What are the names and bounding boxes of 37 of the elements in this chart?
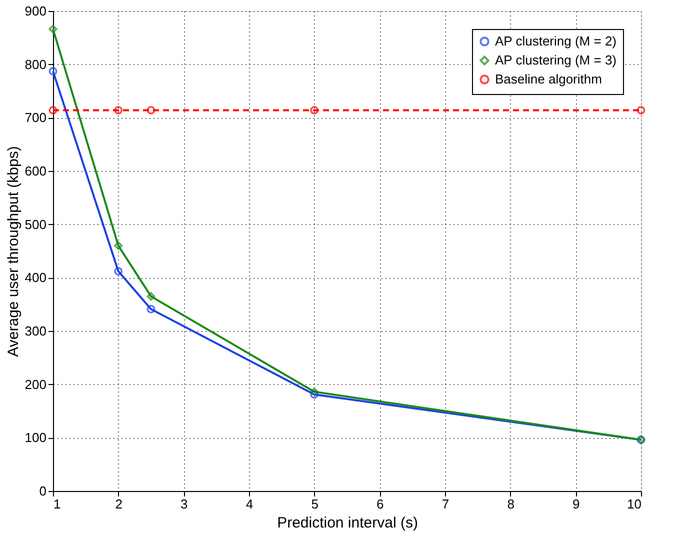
point: [636, 106, 646, 114]
y-tick-label: 900: [24, 4, 46, 18]
x-tick-label: 6: [376, 496, 384, 512]
x-tick-label: 8: [507, 496, 514, 512]
x-tick-label: 10: [627, 496, 642, 512]
x-tick-label: 3: [180, 496, 188, 512]
y-tick-label: 700: [24, 110, 46, 126]
y-tick-label: 800: [24, 56, 46, 72]
y-tick-label: 300: [24, 324, 46, 338]
legend-label: AP clustering (M = 3): [495, 52, 617, 68]
legend-label: Baseline algorithm: [495, 72, 602, 86]
point: [114, 106, 123, 114]
y-tick-label: 100: [24, 430, 46, 446]
y-tick-label: 600: [24, 164, 46, 178]
point: [146, 292, 156, 301]
x-tick-label: 1: [54, 496, 61, 512]
point: [310, 390, 319, 399]
y-axis-title: Average user throughput (kbps): [4, 146, 22, 357]
legend-label: AP clustering (M = 2): [495, 34, 617, 48]
x-tick-label: 7: [442, 496, 450, 512]
x-tick-label: 2: [115, 496, 122, 512]
point: [146, 304, 156, 314]
y-tick-label: 200: [24, 376, 46, 392]
y-tick-label: 500: [24, 216, 46, 232]
point: [310, 106, 319, 114]
point: [114, 267, 123, 276]
point: [48, 106, 58, 114]
x-tick-label: 4: [246, 496, 254, 512]
point: [114, 241, 123, 250]
x-tick-label: 5: [311, 496, 318, 512]
point: [310, 388, 319, 396]
x-tick-label: 9: [572, 496, 580, 512]
point: [48, 24, 58, 34]
x-axis-title: Prediction interval (s): [277, 514, 418, 532]
point: [146, 106, 156, 114]
y-tick-label: 0: [39, 484, 46, 498]
y-tick-label: 400: [24, 270, 46, 286]
